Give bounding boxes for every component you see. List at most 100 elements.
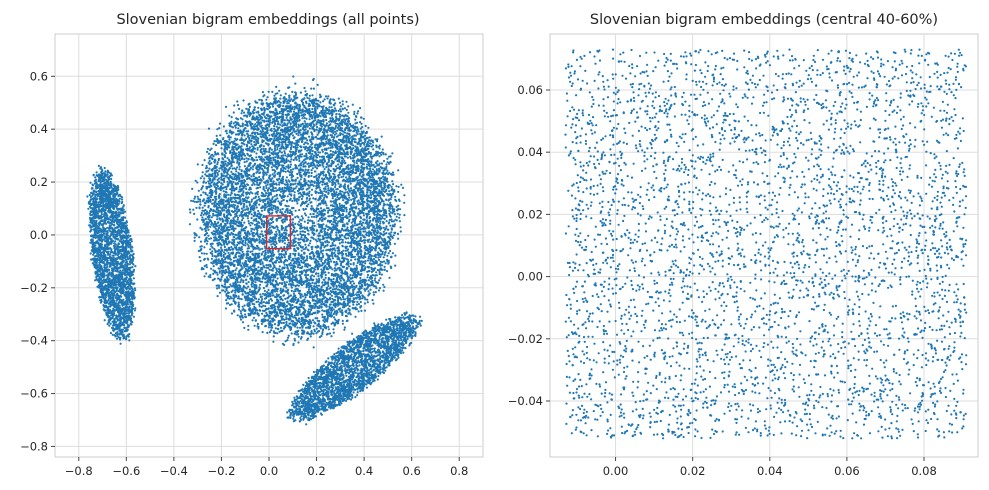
scatter-point <box>108 277 111 280</box>
scatter-point <box>300 197 303 201</box>
scatter-point <box>231 289 234 292</box>
scatter-point <box>110 271 113 274</box>
scatter-point <box>108 310 111 313</box>
scatter-point <box>132 277 135 280</box>
scatter-point <box>236 314 239 317</box>
scatter-point <box>134 307 137 310</box>
scatter-point <box>359 107 362 110</box>
scatter-point <box>99 214 102 217</box>
scatter-point <box>98 249 102 252</box>
scatter-point <box>296 146 299 149</box>
scatter-point <box>316 297 319 300</box>
scatter-point <box>101 183 104 186</box>
scatter-point <box>110 274 113 277</box>
scatter-point <box>106 306 109 309</box>
scatter-point <box>116 184 119 188</box>
scatter-point <box>105 238 108 241</box>
scatter-point <box>110 282 113 285</box>
scatter-point <box>359 121 362 124</box>
left-scatter-points <box>86 75 423 426</box>
scatter-point <box>116 248 119 251</box>
scatter-point <box>212 272 215 275</box>
scatter-point <box>262 147 265 150</box>
scatter-point <box>112 312 115 315</box>
scatter-point <box>123 225 126 228</box>
scatter-point <box>311 149 314 153</box>
scatter-point <box>115 274 118 277</box>
scatter-point <box>114 249 117 252</box>
scatter-point <box>216 295 219 298</box>
scatter-point <box>115 261 118 264</box>
scatter-point <box>119 287 122 291</box>
scatter-point <box>109 322 112 325</box>
scatter-point <box>95 222 98 225</box>
scatter-point <box>121 265 124 269</box>
scatter-point <box>90 210 93 213</box>
scatter-point <box>112 297 115 300</box>
scatter-point <box>115 323 119 326</box>
scatter-point <box>113 309 116 312</box>
scatter-point <box>338 101 342 104</box>
scatter-point <box>91 213 94 216</box>
scatter-point <box>243 165 246 168</box>
scatter-point <box>314 291 317 294</box>
scatter-point <box>115 337 119 340</box>
scatter-point <box>127 236 130 239</box>
scatter-point <box>222 190 225 193</box>
scatter-point <box>133 287 136 290</box>
scatter-point <box>99 194 102 197</box>
scatter-point <box>115 332 119 335</box>
scatter-point <box>268 134 271 137</box>
scatter-point <box>119 325 122 328</box>
scatter-point <box>125 338 128 341</box>
scatter-point <box>349 274 352 277</box>
scatter-point <box>281 143 284 146</box>
scatter-point <box>106 241 109 244</box>
scatter-point <box>279 94 282 97</box>
scatter-point <box>94 255 97 258</box>
scatter-point <box>226 297 229 300</box>
scatter-point <box>102 260 105 264</box>
scatter-point <box>250 200 253 203</box>
scatter-point <box>383 217 386 220</box>
scatter-point <box>132 263 135 266</box>
scatter-point <box>307 168 310 171</box>
scatter-point <box>290 158 293 161</box>
scatter-point <box>117 336 120 339</box>
scatter-point <box>304 243 307 246</box>
scatter-point <box>124 326 127 329</box>
scatter-point <box>269 111 272 114</box>
scatter-point <box>245 187 248 191</box>
scatter-point <box>297 241 300 244</box>
scatter-point <box>129 247 132 250</box>
scatter-point <box>120 231 123 234</box>
scatter-point <box>222 255 225 259</box>
scatter-point <box>119 298 122 301</box>
scatter-point <box>359 300 362 304</box>
scatter-point <box>120 328 123 331</box>
scatter-point <box>335 165 338 168</box>
scatter-point <box>95 171 98 174</box>
scatter-point <box>89 181 92 184</box>
scatter-point <box>97 164 100 167</box>
scatter-point <box>106 180 109 183</box>
scatter-point <box>126 302 129 305</box>
scatter-point <box>197 249 200 253</box>
scatter-point <box>106 230 109 233</box>
scatter-point <box>243 202 246 205</box>
scatter-point <box>219 134 222 137</box>
scatter-point <box>104 254 107 257</box>
scatter-point <box>131 266 134 269</box>
scatter-point <box>100 235 103 238</box>
scatter-point <box>100 247 104 250</box>
scatter-point <box>117 319 120 322</box>
scatter-point <box>103 288 106 291</box>
scatter-point <box>94 244 97 247</box>
scatter-point <box>107 184 111 187</box>
scatter-point <box>125 280 128 283</box>
scatter-point <box>98 261 101 264</box>
scatter-point <box>107 321 110 324</box>
scatter-point <box>102 269 105 272</box>
scatter-point <box>121 261 124 264</box>
scatter-point <box>91 262 94 265</box>
